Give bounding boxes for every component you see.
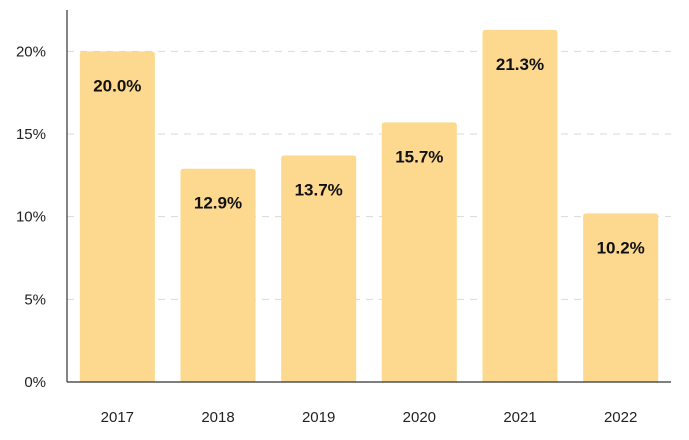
x-axis-ticks: 2017 2018 2019 2020 2021 2022 <box>101 409 638 426</box>
x-tick-label: 2022 <box>604 409 637 426</box>
y-tick-label: 10% <box>16 209 46 226</box>
x-tick-label: 2018 <box>201 409 234 426</box>
x-tick-label: 2017 <box>101 409 134 426</box>
bar-2022 <box>583 213 659 382</box>
bar-value-label: 12.9% <box>194 194 242 213</box>
bar-value-label: 15.7% <box>395 147 443 166</box>
y-tick-label: 20% <box>16 43 46 60</box>
bar-2019 <box>281 155 357 382</box>
x-tick-label: 2020 <box>403 409 436 426</box>
bar-value-label: 10.2% <box>597 238 645 257</box>
bar-labels: 20.0% 12.9% 13.7% 15.7% 21.3% 10.2% <box>93 55 645 258</box>
bar-2021 <box>482 29 558 383</box>
x-tick-label: 2021 <box>503 409 536 426</box>
bar-value-label: 13.7% <box>295 180 343 199</box>
bars <box>79 29 659 383</box>
y-tick-label: 15% <box>16 126 46 143</box>
y-tick-label: 5% <box>24 291 46 308</box>
bar-value-label: 21.3% <box>496 55 544 74</box>
y-tick-label: 0% <box>24 374 46 391</box>
bar-2020 <box>381 122 457 382</box>
bar-2017 <box>79 51 155 382</box>
x-tick-label: 2019 <box>302 409 335 426</box>
y-axis-ticks: 0% 5% 10% 15% 20% <box>16 43 46 391</box>
bar-value-label: 20.0% <box>93 76 141 95</box>
bar-2018 <box>180 168 256 382</box>
grid-lines <box>67 50 671 300</box>
